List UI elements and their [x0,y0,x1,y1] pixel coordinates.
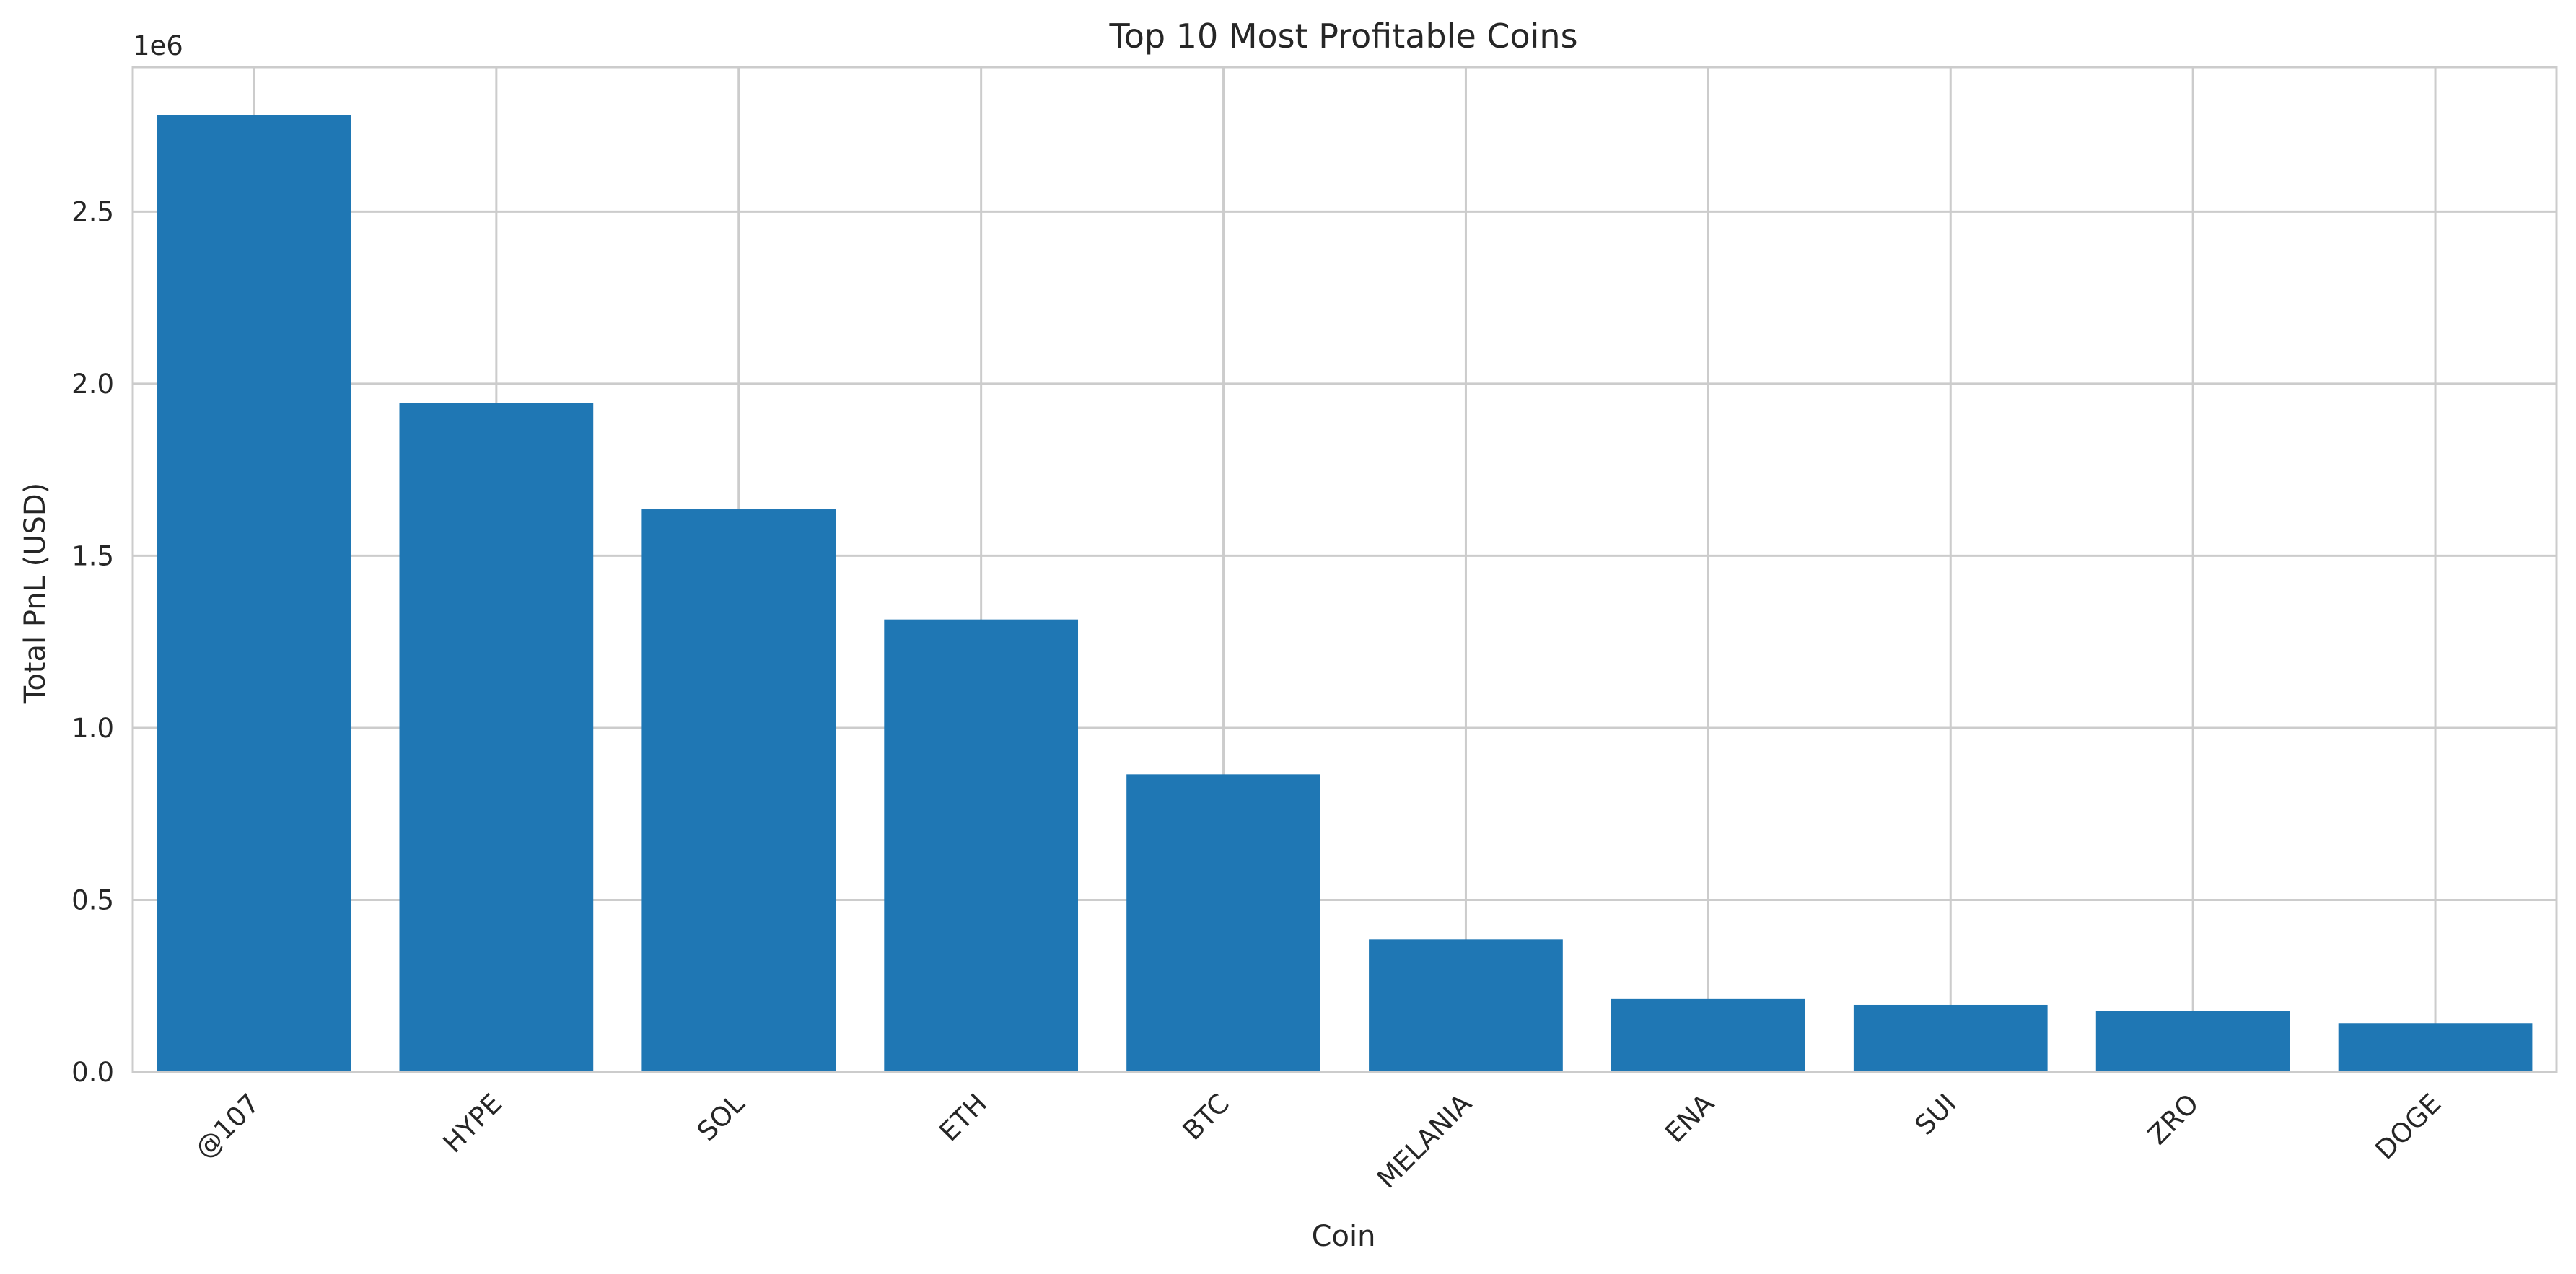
x-tick-label: ENA [1659,1088,1719,1148]
x-tick-label: SUI [1909,1088,1963,1141]
x-tick-label: ZRO [2142,1088,2204,1151]
x-tick-label: ETH [933,1088,993,1148]
bar-ena [1611,998,1805,1072]
bar-doge [2338,1023,2533,1072]
bar-sol [641,509,836,1072]
bar-zro [2095,1011,2290,1072]
x-tick-label: DOGE [2369,1088,2447,1166]
y-axis-label: Total PnL (USD) [19,483,52,705]
x-tick-label: MELANIA [1371,1088,1478,1195]
bar-hype [399,403,594,1072]
chart-title: Top 10 Most Profitable Coins [1108,17,1577,56]
bar-eth [884,619,1079,1072]
bar-sui [1853,1004,2048,1072]
x-tick-label: @107 [189,1088,266,1165]
y-tick-label: 1.5 [71,540,114,571]
x-tick-labels: @107 HYPE SOL ETH BTC MELANIA ENA SUI ZRO DOGE [189,1088,2448,1195]
x-tick-label: HYPE [437,1088,508,1159]
y-tick-labels: 0.0 0.5 1.0 1.5 2.0 2.5 [71,196,114,1088]
x-tick-label: BTC [1177,1088,1235,1146]
plot-frame [131,66,2558,1073]
y-tick-label: 0.5 [71,884,114,915]
bars [157,115,2533,1072]
y-tick-label: 1.0 [71,713,114,744]
y-tick-label: 2.5 [71,196,114,227]
y-offset-label: 1e6 [133,30,183,61]
x-tick-label: SOL [691,1088,750,1147]
y-tick-label: 2.0 [71,369,114,400]
bar-btc [1126,774,1320,1072]
x-axis-label: Coin [1312,1220,1376,1253]
bar-107 [157,115,351,1072]
bar-melania [1369,939,1563,1072]
y-tick-label: 0.0 [71,1057,114,1088]
